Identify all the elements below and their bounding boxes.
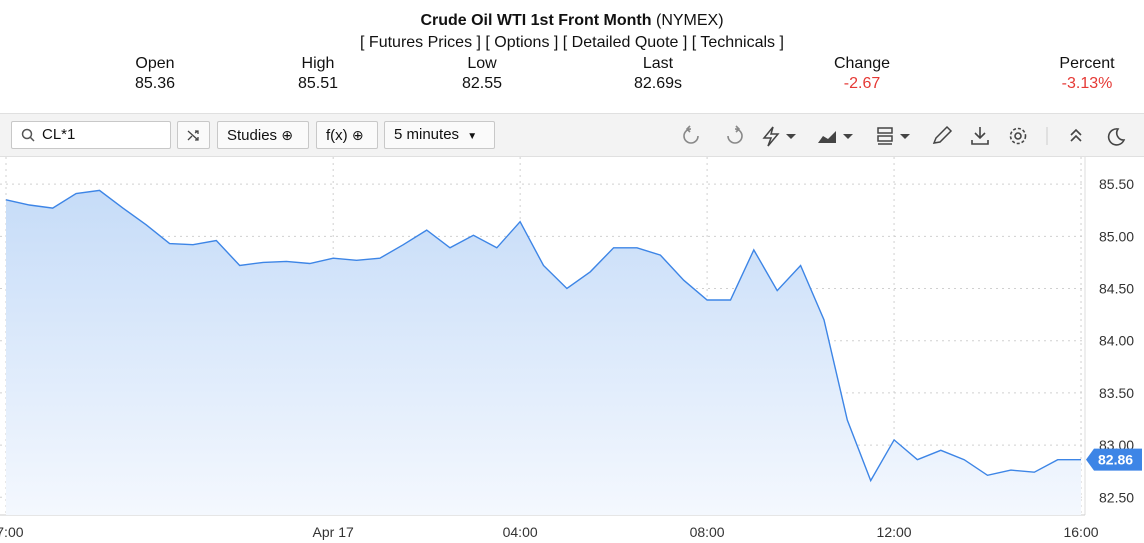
y-tick-label: 85.50 (1099, 176, 1134, 192)
link[interactable]: [ Futures Prices ] (360, 34, 481, 51)
link[interactable]: [ Technicals ] (691, 34, 784, 51)
title: Crude Oil WTI 1st Front Month (NYMEX) (0, 12, 1144, 30)
shuffle-icon (187, 130, 199, 141)
stat-value: -3.13% (1061, 75, 1113, 92)
compare-button[interactable] (177, 121, 210, 149)
y-tick-label: 82.50 (1099, 489, 1134, 505)
stat-value: 82.55 (461, 75, 503, 92)
stat-value: 85.51 (297, 75, 339, 92)
button-label: 5 minutes (394, 126, 460, 143)
x-tick-label: 08:00 (690, 524, 725, 540)
stat-value: 85.36 (134, 75, 176, 92)
y-tick-label: 85.00 (1099, 228, 1134, 244)
stat-label: Change (833, 55, 891, 72)
chart-type-icon[interactable] (818, 131, 836, 143)
last-price-marker (1086, 448, 1142, 471)
stat-value: 82.69s (633, 75, 683, 92)
stat-label: High (301, 55, 335, 72)
caret (843, 134, 853, 139)
undo-icon[interactable] (683, 125, 699, 144)
theme-icon[interactable] (1107, 128, 1126, 146)
x-tick-label: 16:00 (1063, 524, 1098, 540)
stat: High 85.51 (258, 54, 378, 94)
draw-icon[interactable] (932, 125, 953, 144)
y-tick-label: 84.50 (1099, 281, 1134, 297)
x-tick-label: 04:00 (503, 524, 538, 540)
x-tick-label: Apr 17 (313, 524, 354, 540)
link[interactable]: [ Detailed Quote ] (562, 34, 688, 51)
stat: Last 82.69s (598, 54, 718, 94)
caret (786, 134, 796, 139)
symbol: CL*1 (42, 126, 76, 143)
toolbar-icons (683, 125, 1126, 147)
exchange: (NYMEX) (655, 12, 724, 29)
y-tick-label: 83.50 (1099, 385, 1134, 401)
redo-icon[interactable] (727, 125, 743, 144)
area (6, 190, 1082, 515)
settings-icon[interactable] (1009, 127, 1027, 145)
search-icon (21, 128, 35, 142)
stat-value: -2.67 (843, 75, 881, 92)
function-button[interactable]: f(x) ⊕ (316, 121, 378, 149)
toolbar: CL*1 Studies ⊕ f(x) ⊕ 5 minutes ▼ (0, 113, 1144, 157)
stat: Open 85.36 (95, 54, 215, 94)
y-tick-label: 84.00 (1099, 333, 1134, 349)
stat: Low 82.55 (422, 54, 542, 94)
interval-dropdown[interactable]: 5 minutes ▼ (384, 121, 495, 149)
x-tick-label: 17:00 (0, 524, 24, 540)
download-icon[interactable] (971, 127, 989, 145)
events-icon[interactable] (762, 126, 780, 147)
stat-label: Percent (1059, 55, 1115, 72)
x-tick-label: 12:00 (877, 524, 912, 540)
stat-label: Open (135, 55, 175, 72)
links: [ Futures Prices ] [ Options ] [ Detaile… (0, 34, 1144, 52)
stat: Change -2.67 (802, 54, 922, 94)
caret (900, 134, 910, 139)
symbol-search[interactable]: CL*1 (11, 121, 171, 149)
layout-icon[interactable] (877, 127, 893, 145)
instrument-name: Crude Oil WTI 1st Front Month (420, 12, 652, 29)
studies-button[interactable]: Studies ⊕ (217, 121, 309, 149)
price-line (5, 189, 1081, 483)
last-price-label: 82.86 (1098, 452, 1133, 468)
stat: Percent -3.13% (1027, 54, 1144, 94)
button-label: f(x) (326, 127, 348, 144)
link[interactable]: [ Options ] (485, 34, 559, 51)
collapse-icon[interactable] (1070, 128, 1082, 142)
stat-label: Low (467, 55, 497, 72)
stat-label: Last (642, 55, 674, 72)
button-label: Studies (227, 127, 278, 144)
